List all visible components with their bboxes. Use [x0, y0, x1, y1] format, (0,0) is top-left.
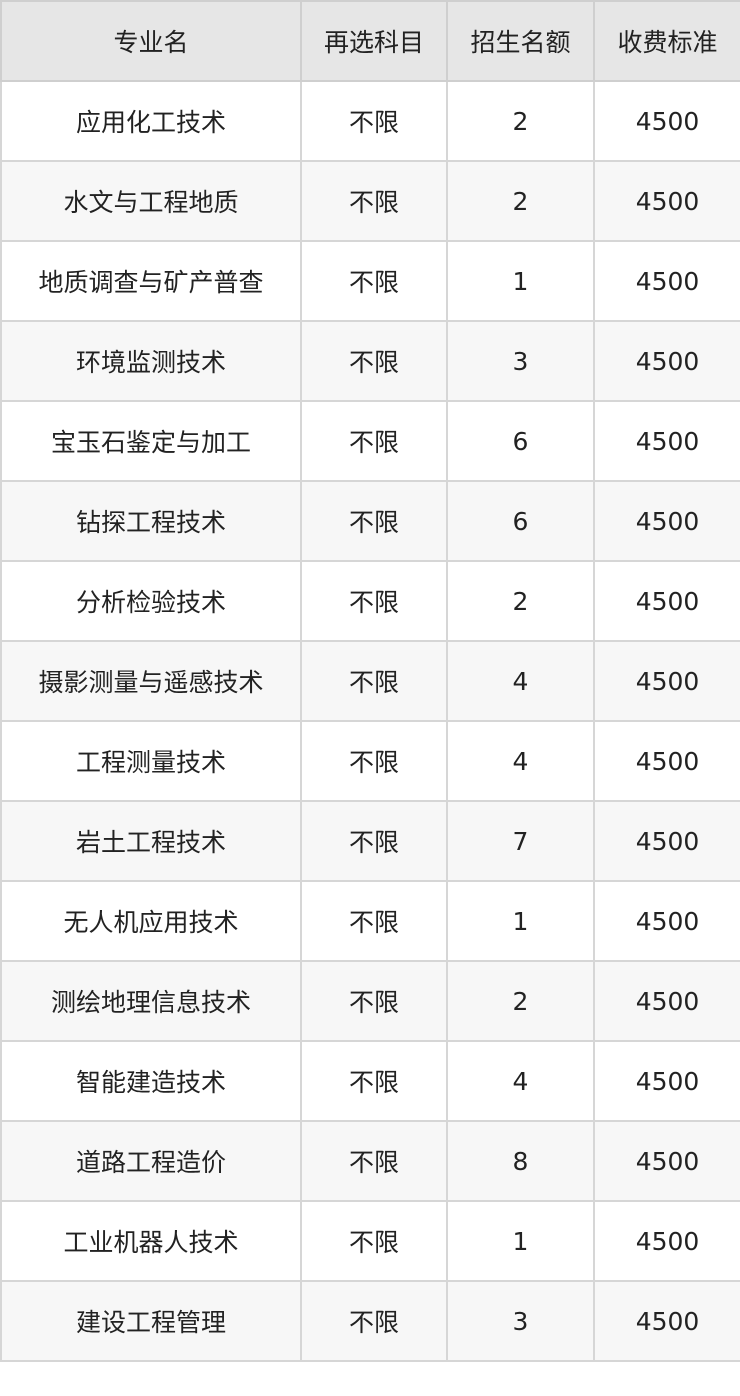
cell-fee: 4500 — [593, 80, 740, 162]
cell-fee: 4500 — [593, 160, 740, 242]
cell-subjects: 不限 — [300, 480, 448, 562]
cell-quota: 1 — [446, 1200, 595, 1282]
cell-quota: 6 — [446, 480, 595, 562]
cell-major: 工业机器人技术 — [0, 1200, 302, 1282]
cell-fee: 4500 — [593, 720, 740, 802]
cell-quota: 4 — [446, 1040, 595, 1122]
cell-quota: 6 — [446, 400, 595, 482]
cell-quota: 3 — [446, 320, 595, 402]
cell-quota: 1 — [446, 880, 595, 962]
table-row: 建设工程管理 不限 3 4500 — [0, 1280, 740, 1362]
majors-table: 专业名 再选科目 招生名额 收费标准 应用化工技术 不限 2 4500 水文与工程地质不… — [0, 0, 740, 1362]
cell-quota: 8 — [446, 1120, 595, 1202]
cell-fee: 4500 — [593, 560, 740, 642]
table-row: 应用化工技术 不限 2 4500 — [0, 80, 740, 162]
cell-major: 岩土工程技术 — [0, 800, 302, 882]
cell-major: 应用化工技术 — [0, 80, 302, 162]
cell-major: 摄影测量与遥感技术 — [0, 640, 302, 722]
table-row: 钻探工程技术 不限 6 4500 — [0, 480, 740, 562]
cell-major: 水文与工程地质 — [0, 160, 302, 242]
cell-subjects: 不限 — [300, 720, 448, 802]
cell-major: 钻探工程技术 — [0, 480, 302, 562]
cell-quota: 7 — [446, 800, 595, 882]
cell-quota: 2 — [446, 560, 595, 642]
cell-fee: 4500 — [593, 880, 740, 962]
cell-fee: 4500 — [593, 1120, 740, 1202]
cell-fee: 4500 — [593, 1040, 740, 1122]
cell-quota: 3 — [446, 1280, 595, 1362]
cell-quota: 2 — [446, 80, 595, 162]
cell-major: 道路工程造价 — [0, 1120, 302, 1202]
table-row: 测绘地理信息技术 不限 2 4500 — [0, 960, 740, 1042]
cell-subjects: 不限 — [300, 320, 448, 402]
cell-fee: 4500 — [593, 800, 740, 882]
cell-major: 工程测量技术 — [0, 720, 302, 802]
cell-subjects: 不限 — [300, 560, 448, 642]
cell-major: 智能建造技术 — [0, 1040, 302, 1122]
cell-major: 分析检验技术 — [0, 560, 302, 642]
cell-subjects: 不限 — [300, 80, 448, 162]
header-row: 专业名 再选科目 招生名额 收费标准 — [0, 0, 740, 82]
cell-subjects: 不限 — [300, 800, 448, 882]
table-row: 摄影测量与遥感技术 不限 4 4500 — [0, 640, 740, 722]
cell-major: 建设工程管理 — [0, 1280, 302, 1362]
table-row: 无人机应用技术 不限 1 4500 — [0, 880, 740, 962]
table-row: 工业机器人技术 不限 1 4500 — [0, 1200, 740, 1282]
cell-subjects: 不限 — [300, 1040, 448, 1122]
cell-quota: 4 — [446, 720, 595, 802]
cell-subjects: 不限 — [300, 1120, 448, 1202]
cell-major: 环境监测技术 — [0, 320, 302, 402]
table-row: 分析检验技术 不限 2 4500 — [0, 560, 740, 642]
cell-subjects: 不限 — [300, 960, 448, 1042]
cell-quota: 1 — [446, 240, 595, 322]
table-row: 水文与工程地质 不限 2 4500 — [0, 160, 740, 242]
cell-quota: 2 — [446, 160, 595, 242]
cell-fee: 4500 — [593, 400, 740, 482]
cell-fee: 4500 — [593, 240, 740, 322]
cell-major: 地质调查与矿产普查 — [0, 240, 302, 322]
cell-quota: 2 — [446, 960, 595, 1042]
table-row: 工程测量技术 不限 4 4500 — [0, 720, 740, 802]
cell-fee: 4500 — [593, 640, 740, 722]
table-row: 地质调查与矿产普查 不限 1 4500 — [0, 240, 740, 322]
cell-subjects: 不限 — [300, 640, 448, 722]
cell-subjects: 不限 — [300, 1280, 448, 1362]
cell-major: 测绘地理信息技术 — [0, 960, 302, 1042]
cell-subjects: 不限 — [300, 880, 448, 962]
table-row: 岩土工程技术 不限 7 4500 — [0, 800, 740, 882]
cell-major: 宝玉石鉴定与加工 — [0, 400, 302, 482]
table-row: 智能建造技术 不限 4 4500 — [0, 1040, 740, 1122]
cell-subjects: 不限 — [300, 1200, 448, 1282]
table-row: 道路工程造价 不限 8 4500 — [0, 1120, 740, 1202]
header-major: 专业名 — [0, 0, 302, 82]
cell-fee: 4500 — [593, 480, 740, 562]
cell-fee: 4500 — [593, 1200, 740, 1282]
cell-subjects: 不限 — [300, 240, 448, 322]
cell-fee: 4500 — [593, 960, 740, 1042]
table-row: 环境监测技术 不限 3 4500 — [0, 320, 740, 402]
cell-major: 无人机应用技术 — [0, 880, 302, 962]
cell-quota: 4 — [446, 640, 595, 722]
header-subjects: 再选科目 — [300, 0, 448, 82]
cell-fee: 4500 — [593, 320, 740, 402]
cell-subjects: 不限 — [300, 160, 448, 242]
header-quota: 招生名额 — [446, 0, 595, 82]
cell-subjects: 不限 — [300, 400, 448, 482]
table-row: 宝玉石鉴定与加工 不限 6 4500 — [0, 400, 740, 482]
header-fee: 收费标准 — [593, 0, 740, 82]
cell-fee: 4500 — [593, 1280, 740, 1362]
